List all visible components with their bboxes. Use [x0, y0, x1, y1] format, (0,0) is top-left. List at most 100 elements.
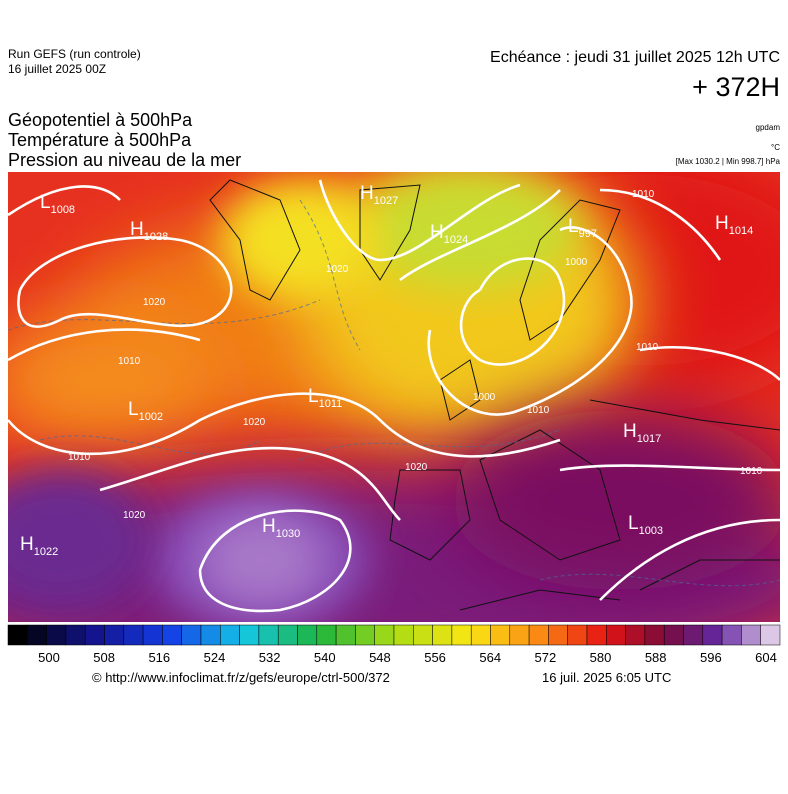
- pressure-center: H1027: [360, 183, 398, 207]
- field: Pression au niveau de la mer: [8, 150, 241, 170]
- center-value: 997: [579, 228, 597, 240]
- colorbar-tick-label: 516: [148, 650, 170, 665]
- colorbar-cell: [7, 624, 28, 646]
- colorbar-cell: [104, 624, 125, 646]
- field: Température à 500hPa: [8, 130, 192, 150]
- center-type: L: [628, 513, 639, 534]
- pressure-center: L997: [568, 216, 597, 240]
- colorbar-cell: [162, 624, 182, 646]
- pressure-center: H1014: [715, 213, 753, 237]
- colorbar-cell: [374, 624, 395, 646]
- center-type: L: [40, 192, 51, 213]
- pressure-center: H1024: [430, 222, 468, 246]
- center-type: H: [715, 213, 729, 234]
- isobar-label: 1010: [527, 405, 550, 416]
- isobar-label: 1000: [473, 392, 496, 403]
- colorbar-cell: [393, 624, 414, 646]
- colorbar-cell: [548, 624, 568, 646]
- colorbar-cell: [451, 624, 472, 646]
- echeance: Echéance : jeudi 31 juillet 2025 12h UTC: [490, 49, 780, 66]
- colorbar-cell: [741, 624, 761, 646]
- colorbar-cell: [316, 624, 337, 646]
- isobar-label: 1010: [632, 189, 655, 200]
- isobar-label: 1020: [143, 297, 166, 308]
- colorbar-cell: [432, 624, 453, 646]
- isobar-label: 1020: [326, 264, 349, 275]
- colorbar-tick-label: 508: [93, 650, 115, 665]
- center-value: 1027: [374, 195, 398, 207]
- colorbar-cell: [625, 624, 646, 646]
- colorbar-cell: [413, 624, 433, 646]
- colorbar-cell: [528, 624, 549, 646]
- colorbar-tick-label: 596: [700, 650, 722, 665]
- colorbar-cell: [84, 624, 105, 646]
- colorbar-cell: [606, 624, 626, 646]
- center-type: L: [568, 216, 579, 237]
- center-type: H: [262, 516, 276, 537]
- pressure-center: L1003: [628, 513, 663, 537]
- colorbar-cell: [721, 624, 742, 646]
- colorbar-cell: [123, 624, 144, 646]
- colorbar-tick-label: 564: [479, 650, 501, 665]
- field: Géopotentiel à 500hPa: [8, 110, 193, 130]
- colorbar-cell: [760, 624, 781, 646]
- footer-time: 16 juil. 2025 6:05 UTC: [542, 670, 671, 685]
- center-value: 1022: [34, 546, 58, 558]
- colorbar-tick-label: 532: [259, 650, 281, 665]
- colorbar-cell: [200, 624, 221, 646]
- unit: gpdam: [756, 123, 781, 132]
- pressure-center: H1017: [623, 421, 661, 445]
- unit: [Max 1030.2 | Min 998.7] hPa: [676, 157, 781, 166]
- colorbar-cell: [567, 624, 588, 646]
- colorbar-tick-label: 588: [645, 650, 667, 665]
- center-type: H: [20, 534, 34, 555]
- isobar-label: 1010: [636, 342, 659, 353]
- pressure-center: L1011: [308, 386, 342, 410]
- colorbar-tick-label: 572: [535, 650, 557, 665]
- isobar-label: 1020: [123, 510, 146, 521]
- colorbar-tick-label: 524: [204, 650, 226, 665]
- colorbar-cell: [509, 624, 530, 646]
- center-type: L: [128, 399, 139, 420]
- isobar-label: 1010: [68, 452, 91, 463]
- pressure-center: L1008: [40, 192, 75, 216]
- colorbar-tick-label: 580: [590, 650, 612, 665]
- center-value: 1011: [319, 398, 343, 410]
- center-value: 1003: [639, 525, 663, 537]
- colorbar-cell: [644, 624, 665, 646]
- colorbar-tick-label: 556: [424, 650, 446, 665]
- colorbar-cell: [46, 624, 67, 646]
- lead-time: + 372H: [692, 72, 780, 102]
- center-value: 1028: [144, 231, 168, 243]
- center-value: 1002: [139, 411, 163, 423]
- isobar-label: 1010: [740, 466, 763, 477]
- footer-url: © http://www.infoclimat.fr/z/gefs/europe…: [92, 670, 390, 685]
- center-value: 1017: [637, 433, 661, 445]
- colorbar-cell: [683, 624, 704, 646]
- run-date: 16 juillet 2025 00Z: [8, 62, 106, 76]
- center-value: 1024: [444, 234, 468, 246]
- colorbar-tick-label: 604: [755, 650, 777, 665]
- colorbar-cell: [239, 624, 260, 646]
- colorbar-cell: [663, 624, 684, 646]
- center-type: H: [360, 183, 374, 204]
- colorbar-cell: [277, 624, 298, 646]
- unit: °C: [771, 143, 780, 152]
- center-type: H: [430, 222, 444, 243]
- isobar-label: 1000: [565, 257, 588, 268]
- colorbar-tick-label: 540: [314, 650, 336, 665]
- colorbar-cell: [335, 624, 356, 646]
- pressure-center: H1030: [262, 516, 300, 540]
- colorbar: 500 508 516 524 532 540 548 556 564 572 580 588 596 6…: [7, 624, 781, 665]
- center-value: 1014: [729, 225, 753, 237]
- center-value: 1030: [276, 528, 300, 540]
- colorbar-cell: [65, 624, 86, 646]
- colorbar-cell: [490, 624, 511, 646]
- colorbar-cell: [142, 624, 163, 646]
- colorbar-cell: [586, 624, 607, 646]
- center-type: L: [308, 386, 319, 407]
- colorbar-cell: [297, 624, 318, 646]
- center-type: H: [623, 421, 637, 442]
- colorbar-cell: [220, 624, 240, 646]
